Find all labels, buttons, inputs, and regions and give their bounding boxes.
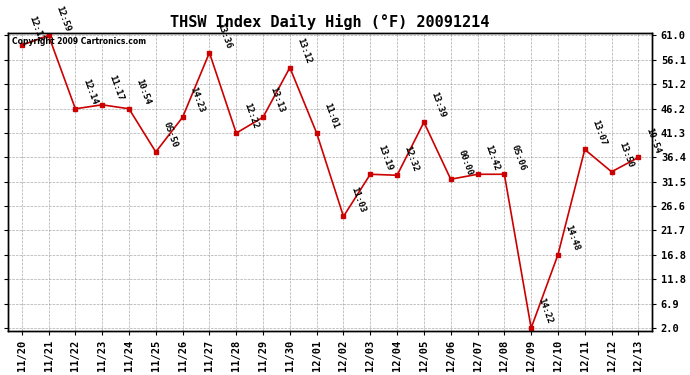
Text: 13:19: 13:19 [376, 143, 393, 171]
Text: 13:13: 13:13 [268, 86, 286, 114]
Text: 13:07: 13:07 [591, 118, 608, 147]
Text: 12:32: 12:32 [403, 144, 420, 172]
Text: 13:39: 13:39 [429, 91, 447, 119]
Text: 05:50: 05:50 [161, 121, 179, 149]
Text: 12:12: 12:12 [28, 14, 45, 42]
Text: 14:22: 14:22 [537, 297, 554, 325]
Text: 12:14: 12:14 [81, 78, 99, 106]
Text: 12:59: 12:59 [54, 4, 72, 33]
Text: 12:22: 12:22 [241, 102, 259, 130]
Text: 12:42: 12:42 [483, 143, 501, 171]
Text: 00:00: 00:00 [456, 148, 474, 177]
Text: Copyright 2009 Cartronics.com: Copyright 2009 Cartronics.com [12, 38, 146, 46]
Text: 14:48: 14:48 [564, 224, 581, 252]
Text: 11:17: 11:17 [108, 74, 126, 102]
Text: 10:54: 10:54 [135, 78, 152, 106]
Text: 11:03: 11:03 [349, 185, 366, 214]
Title: THSW Index Daily High (°F) 20091214: THSW Index Daily High (°F) 20091214 [170, 14, 490, 30]
Text: 10:54: 10:54 [644, 126, 662, 154]
Text: 13:12: 13:12 [295, 36, 313, 65]
Text: 05:06: 05:06 [510, 143, 528, 171]
Text: 13:50: 13:50 [617, 141, 635, 169]
Text: 11:01: 11:01 [322, 102, 340, 130]
Text: 13:36: 13:36 [215, 22, 233, 50]
Text: 14:23: 14:23 [188, 86, 206, 114]
